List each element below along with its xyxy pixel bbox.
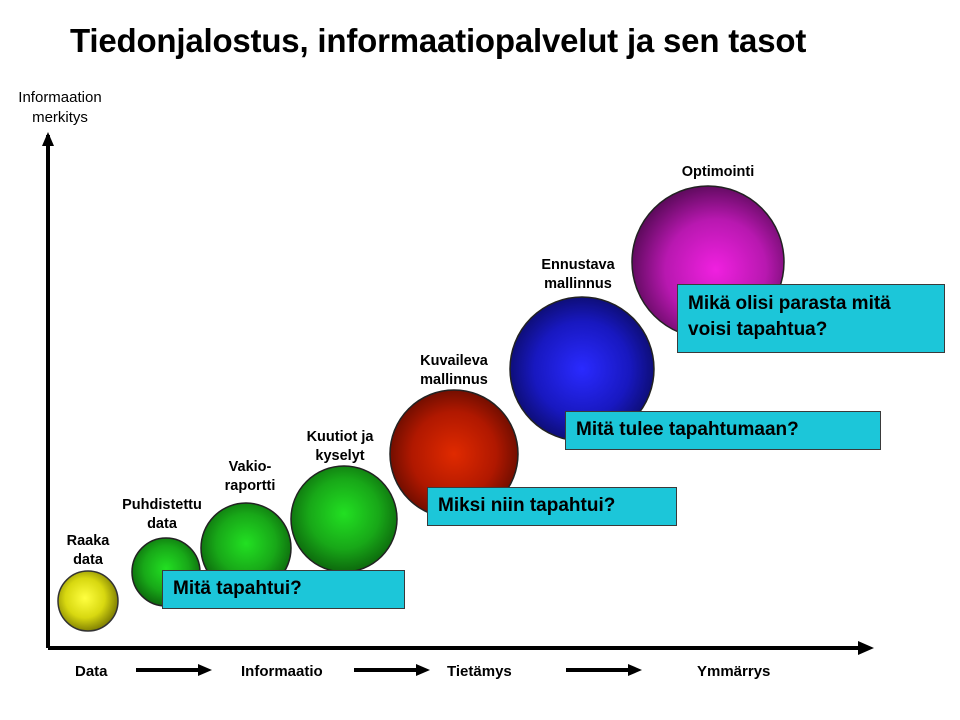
callout-mika-olisi-parasta: Mikä olisi parasta mitä voisi tapahtua? <box>677 284 945 353</box>
y-axis-label: Informaation merkitys <box>18 89 102 126</box>
x-axis-category-ymmarrys: Ymmärrys <box>697 663 771 680</box>
x-axis-category-tietamys: Tietämys <box>447 663 512 680</box>
stage-label-ennustava-mallinnus: Ennustava mallinnus <box>541 257 615 292</box>
stage-label-puhdistettu-data: Puhdistettu data <box>122 497 202 532</box>
page-title: Tiedonjalostus, informaatiopalvelut ja s… <box>70 22 807 59</box>
callout-mita-tapahtui: Mitä tapahtui? <box>162 570 405 609</box>
category-arrow <box>354 664 430 676</box>
stage-label-optimointi: Optimointi <box>681 164 755 180</box>
stage-label-kuutiot-ja-kyselyt: Kuutiot ja kyselyt <box>306 429 374 464</box>
stage-label-raaka-data: Raaka data <box>66 533 110 568</box>
x-axis-category-data: Data <box>75 663 108 680</box>
callout-miksi-niin-tapahtui: Miksi niin tapahtui? <box>427 487 677 526</box>
category-arrow <box>136 664 212 676</box>
stage-label-vakioraportti: Vakio- raportti <box>224 459 276 494</box>
y-axis-arrowhead <box>42 132 54 146</box>
callout-mita-tulee-tapahtumaan: Mitä tulee tapahtumaan? <box>565 411 881 450</box>
sphere-raaka-data <box>57 570 119 632</box>
x-axis-category-informaatio: Informaatio <box>241 663 323 680</box>
category-arrow <box>566 664 642 676</box>
x-axis-arrowhead <box>858 641 874 655</box>
stage-label-kuvaileva-mallinnus: Kuvaileva mallinnus <box>420 353 488 388</box>
